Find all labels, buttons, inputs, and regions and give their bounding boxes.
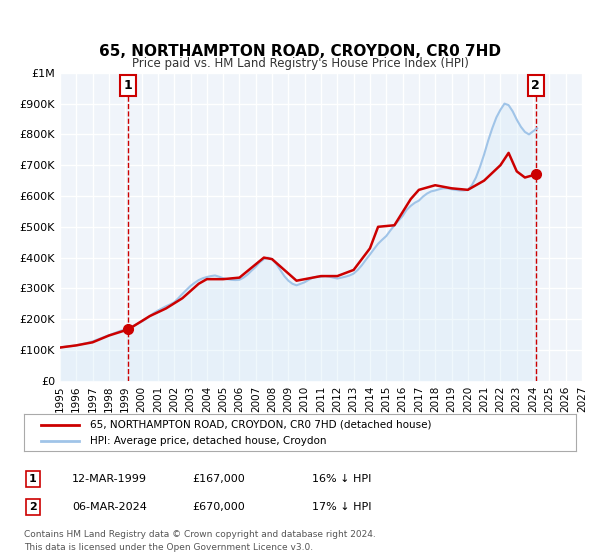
Text: 1: 1 (29, 474, 37, 484)
Text: 1: 1 (124, 79, 133, 92)
Text: 12-MAR-1999: 12-MAR-1999 (72, 474, 147, 484)
Text: 2: 2 (29, 502, 37, 512)
Text: Price paid vs. HM Land Registry's House Price Index (HPI): Price paid vs. HM Land Registry's House … (131, 57, 469, 70)
Text: 17% ↓ HPI: 17% ↓ HPI (312, 502, 371, 512)
Text: 2: 2 (532, 79, 540, 92)
Text: 65, NORTHAMPTON ROAD, CROYDON, CR0 7HD (detached house): 65, NORTHAMPTON ROAD, CROYDON, CR0 7HD (… (90, 419, 432, 430)
Text: £670,000: £670,000 (192, 502, 245, 512)
Text: This data is licensed under the Open Government Licence v3.0.: This data is licensed under the Open Gov… (24, 543, 313, 552)
Text: HPI: Average price, detached house, Croydon: HPI: Average price, detached house, Croy… (90, 436, 327, 446)
Text: 65, NORTHAMPTON ROAD, CROYDON, CR0 7HD: 65, NORTHAMPTON ROAD, CROYDON, CR0 7HD (99, 44, 501, 59)
Text: Contains HM Land Registry data © Crown copyright and database right 2024.: Contains HM Land Registry data © Crown c… (24, 530, 376, 539)
Text: 16% ↓ HPI: 16% ↓ HPI (312, 474, 371, 484)
Text: £167,000: £167,000 (192, 474, 245, 484)
Text: 06-MAR-2024: 06-MAR-2024 (72, 502, 147, 512)
